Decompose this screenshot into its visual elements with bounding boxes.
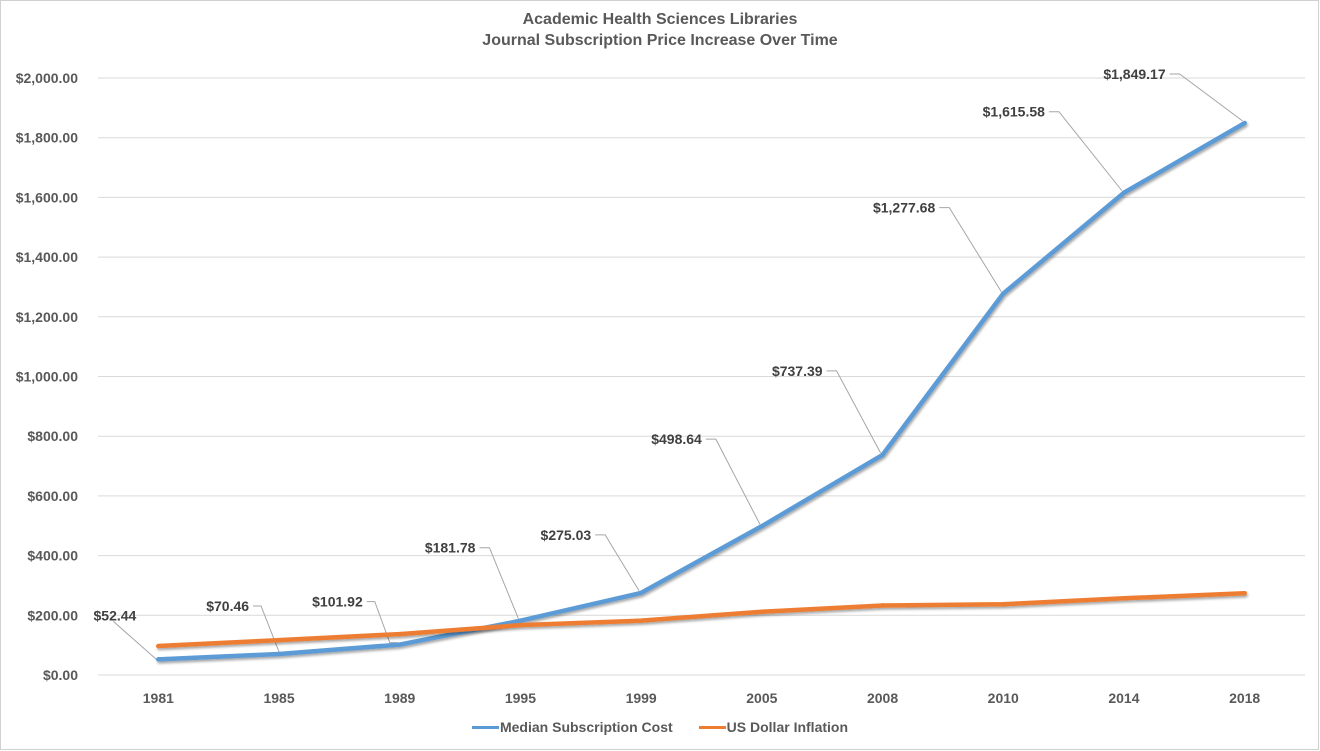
data-label: $1,849.17 xyxy=(1103,66,1165,82)
data-label: $70.46 xyxy=(206,598,249,614)
data-point xyxy=(397,642,402,647)
x-axis: 1981 1985 1989 1995 1999 2005 2008 2010 2014 2018 xyxy=(143,690,1261,706)
y-tick-label: $0.00 xyxy=(43,667,78,683)
x-tick-label: 1985 xyxy=(263,690,294,706)
y-tick-label: $1,600.00 xyxy=(16,189,78,205)
y-tick-label: $1,000.00 xyxy=(16,369,78,385)
data-point xyxy=(880,452,885,458)
leader-line xyxy=(1048,111,1123,192)
data-point xyxy=(518,622,523,628)
legend-swatch-blue xyxy=(471,725,499,729)
y-tick-label: $1,800.00 xyxy=(16,130,78,146)
data-point xyxy=(638,590,644,596)
x-tick-label: 1999 xyxy=(626,690,657,706)
data-point xyxy=(1121,596,1127,601)
data-point xyxy=(759,523,765,529)
legend: Median Subscription Cost US Dollar Infla… xyxy=(0,719,1320,735)
data-point xyxy=(759,609,765,614)
data-point xyxy=(1001,602,1006,607)
y-tick-label: $2,000.00 xyxy=(16,70,78,86)
data-point xyxy=(1121,190,1127,195)
leader-line xyxy=(479,547,519,619)
data-label: $1,277.68 xyxy=(873,200,935,216)
data-point xyxy=(397,631,402,637)
legend-label: Median Subscription Cost xyxy=(499,719,673,735)
data-point xyxy=(1001,291,1006,296)
data-labels: $52.44 $70.46 $101.92 $181.78 $275.03 $498.64… xyxy=(94,66,1166,623)
leader-line xyxy=(253,605,280,653)
x-tick-label: 1989 xyxy=(384,690,415,706)
data-label: $181.78 xyxy=(425,540,476,556)
data-label: $101.92 xyxy=(312,594,363,610)
y-tick-label: $1,400.00 xyxy=(16,249,78,265)
data-point xyxy=(1242,120,1247,126)
series-line-us-dollar-inflation xyxy=(156,590,1247,649)
x-tick-label: 2010 xyxy=(988,690,1019,706)
legend-swatch-orange xyxy=(698,725,726,729)
data-point xyxy=(1242,591,1247,596)
leader-line xyxy=(113,620,157,660)
legend-label: US Dollar Inflation xyxy=(726,719,849,735)
data-label: $275.03 xyxy=(541,527,592,543)
data-label: $52.44 xyxy=(94,607,137,623)
y-tick-label: $800.00 xyxy=(27,428,78,444)
x-tick-label: 1981 xyxy=(143,690,174,706)
y-tick-label: $400.00 xyxy=(27,548,78,564)
data-point xyxy=(880,603,885,608)
leader-line xyxy=(826,370,881,454)
x-tick-label: 2018 xyxy=(1229,690,1260,706)
data-point xyxy=(638,618,644,623)
y-tick-label: $200.00 xyxy=(27,607,78,623)
leader-line xyxy=(595,534,640,592)
leader-line xyxy=(939,207,1002,292)
x-tick-label: 2005 xyxy=(746,690,777,706)
leader-line xyxy=(1169,73,1243,122)
chart-title: Academic Health Sciences Libraries xyxy=(522,11,798,28)
legend-item-median-subscription-cost[interactable]: Median Subscription Cost xyxy=(471,719,673,735)
y-axis: $0.00 $200.00 $400.00 $600.00 $800.00 $1,000.… xyxy=(16,70,79,683)
data-point xyxy=(518,618,523,623)
x-tick-label: 2014 xyxy=(1108,690,1139,706)
data-label: $498.64 xyxy=(651,431,702,447)
data-point xyxy=(276,651,282,657)
data-point xyxy=(276,637,282,643)
series-line-median-subscription-cost xyxy=(156,120,1247,662)
x-tick-label: 1995 xyxy=(505,690,536,706)
leader-line xyxy=(366,601,398,644)
y-tick-label: $600.00 xyxy=(27,488,78,504)
chart-title-block: Academic Health Sciences Libraries Journ… xyxy=(0,9,1320,51)
legend-item-us-dollar-inflation[interactable]: US Dollar Inflation xyxy=(698,719,849,735)
y-tick-label: $1,200.00 xyxy=(16,309,78,325)
data-point xyxy=(156,643,161,649)
chart-subtitle: Journal Subscription Price Increase Over… xyxy=(482,32,838,49)
leader-line xyxy=(705,438,761,525)
series-lines xyxy=(156,120,1247,662)
data-label: $1,615.58 xyxy=(983,104,1045,120)
x-tick-label: 2008 xyxy=(867,690,898,706)
data-label: $737.39 xyxy=(772,363,823,379)
data-point xyxy=(156,657,161,662)
data-label-leader-lines xyxy=(113,73,1243,660)
gridlines xyxy=(98,77,1305,676)
